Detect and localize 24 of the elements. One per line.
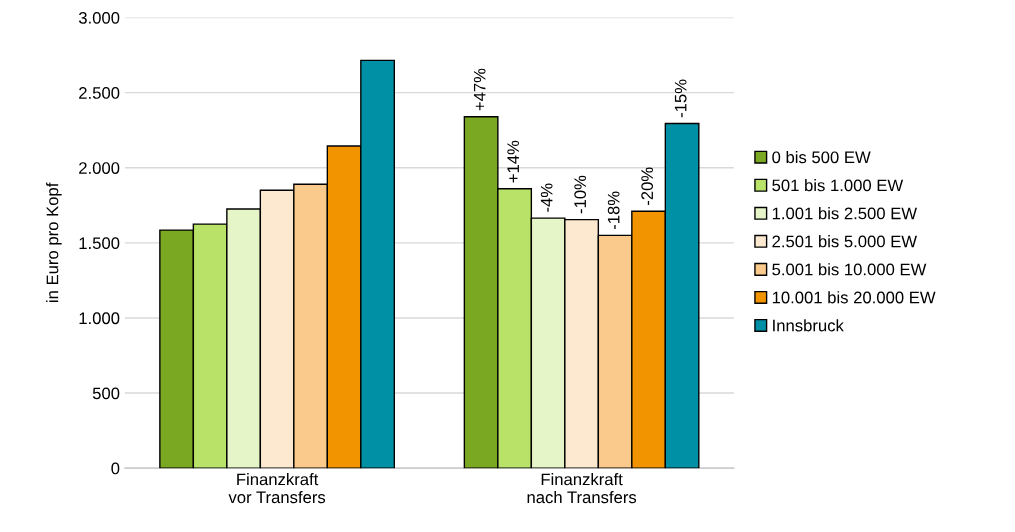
y-tick-label: 1.000 (79, 312, 120, 325)
legend-label: 501 bis 1.000 EW (772, 179, 904, 192)
annotation: -20% (641, 167, 654, 206)
annotation: -4% (540, 183, 553, 212)
legend-label: 10.001 bis 20.000 EW (772, 291, 936, 304)
y-tick-label: 2.000 (79, 162, 120, 174)
legend-label: 0 bis 500 EW (772, 150, 871, 164)
y-tick-label: 0 (111, 462, 120, 475)
annotation: +14% (507, 140, 520, 183)
x-tick-label: Finanzkraft nach Transfers (527, 473, 637, 504)
annotation: +47% (473, 68, 486, 111)
legend-label: Innsbruck (773, 319, 844, 332)
y-tick-label: 2.500 (79, 87, 120, 99)
y-tick-label: 3.000 (78, 11, 120, 24)
annotation: -10% (574, 175, 587, 214)
annotation: -15% (674, 79, 687, 118)
y-tick-label: 1.500 (79, 237, 120, 250)
legend-label: 1.001 bis 2.500 EW (772, 207, 917, 220)
x-tick-label: Finanzkraft vor Transfers (228, 473, 326, 504)
y-tick-label: 500 (92, 387, 120, 400)
legend-label: 5.001 bis 10.000 EW (772, 263, 927, 276)
y-axis-title: in Euro pro Kopf (46, 182, 62, 302)
legend-label: 2.501 bis 5.000 EW (772, 235, 917, 248)
annotation: -18% (607, 191, 620, 230)
